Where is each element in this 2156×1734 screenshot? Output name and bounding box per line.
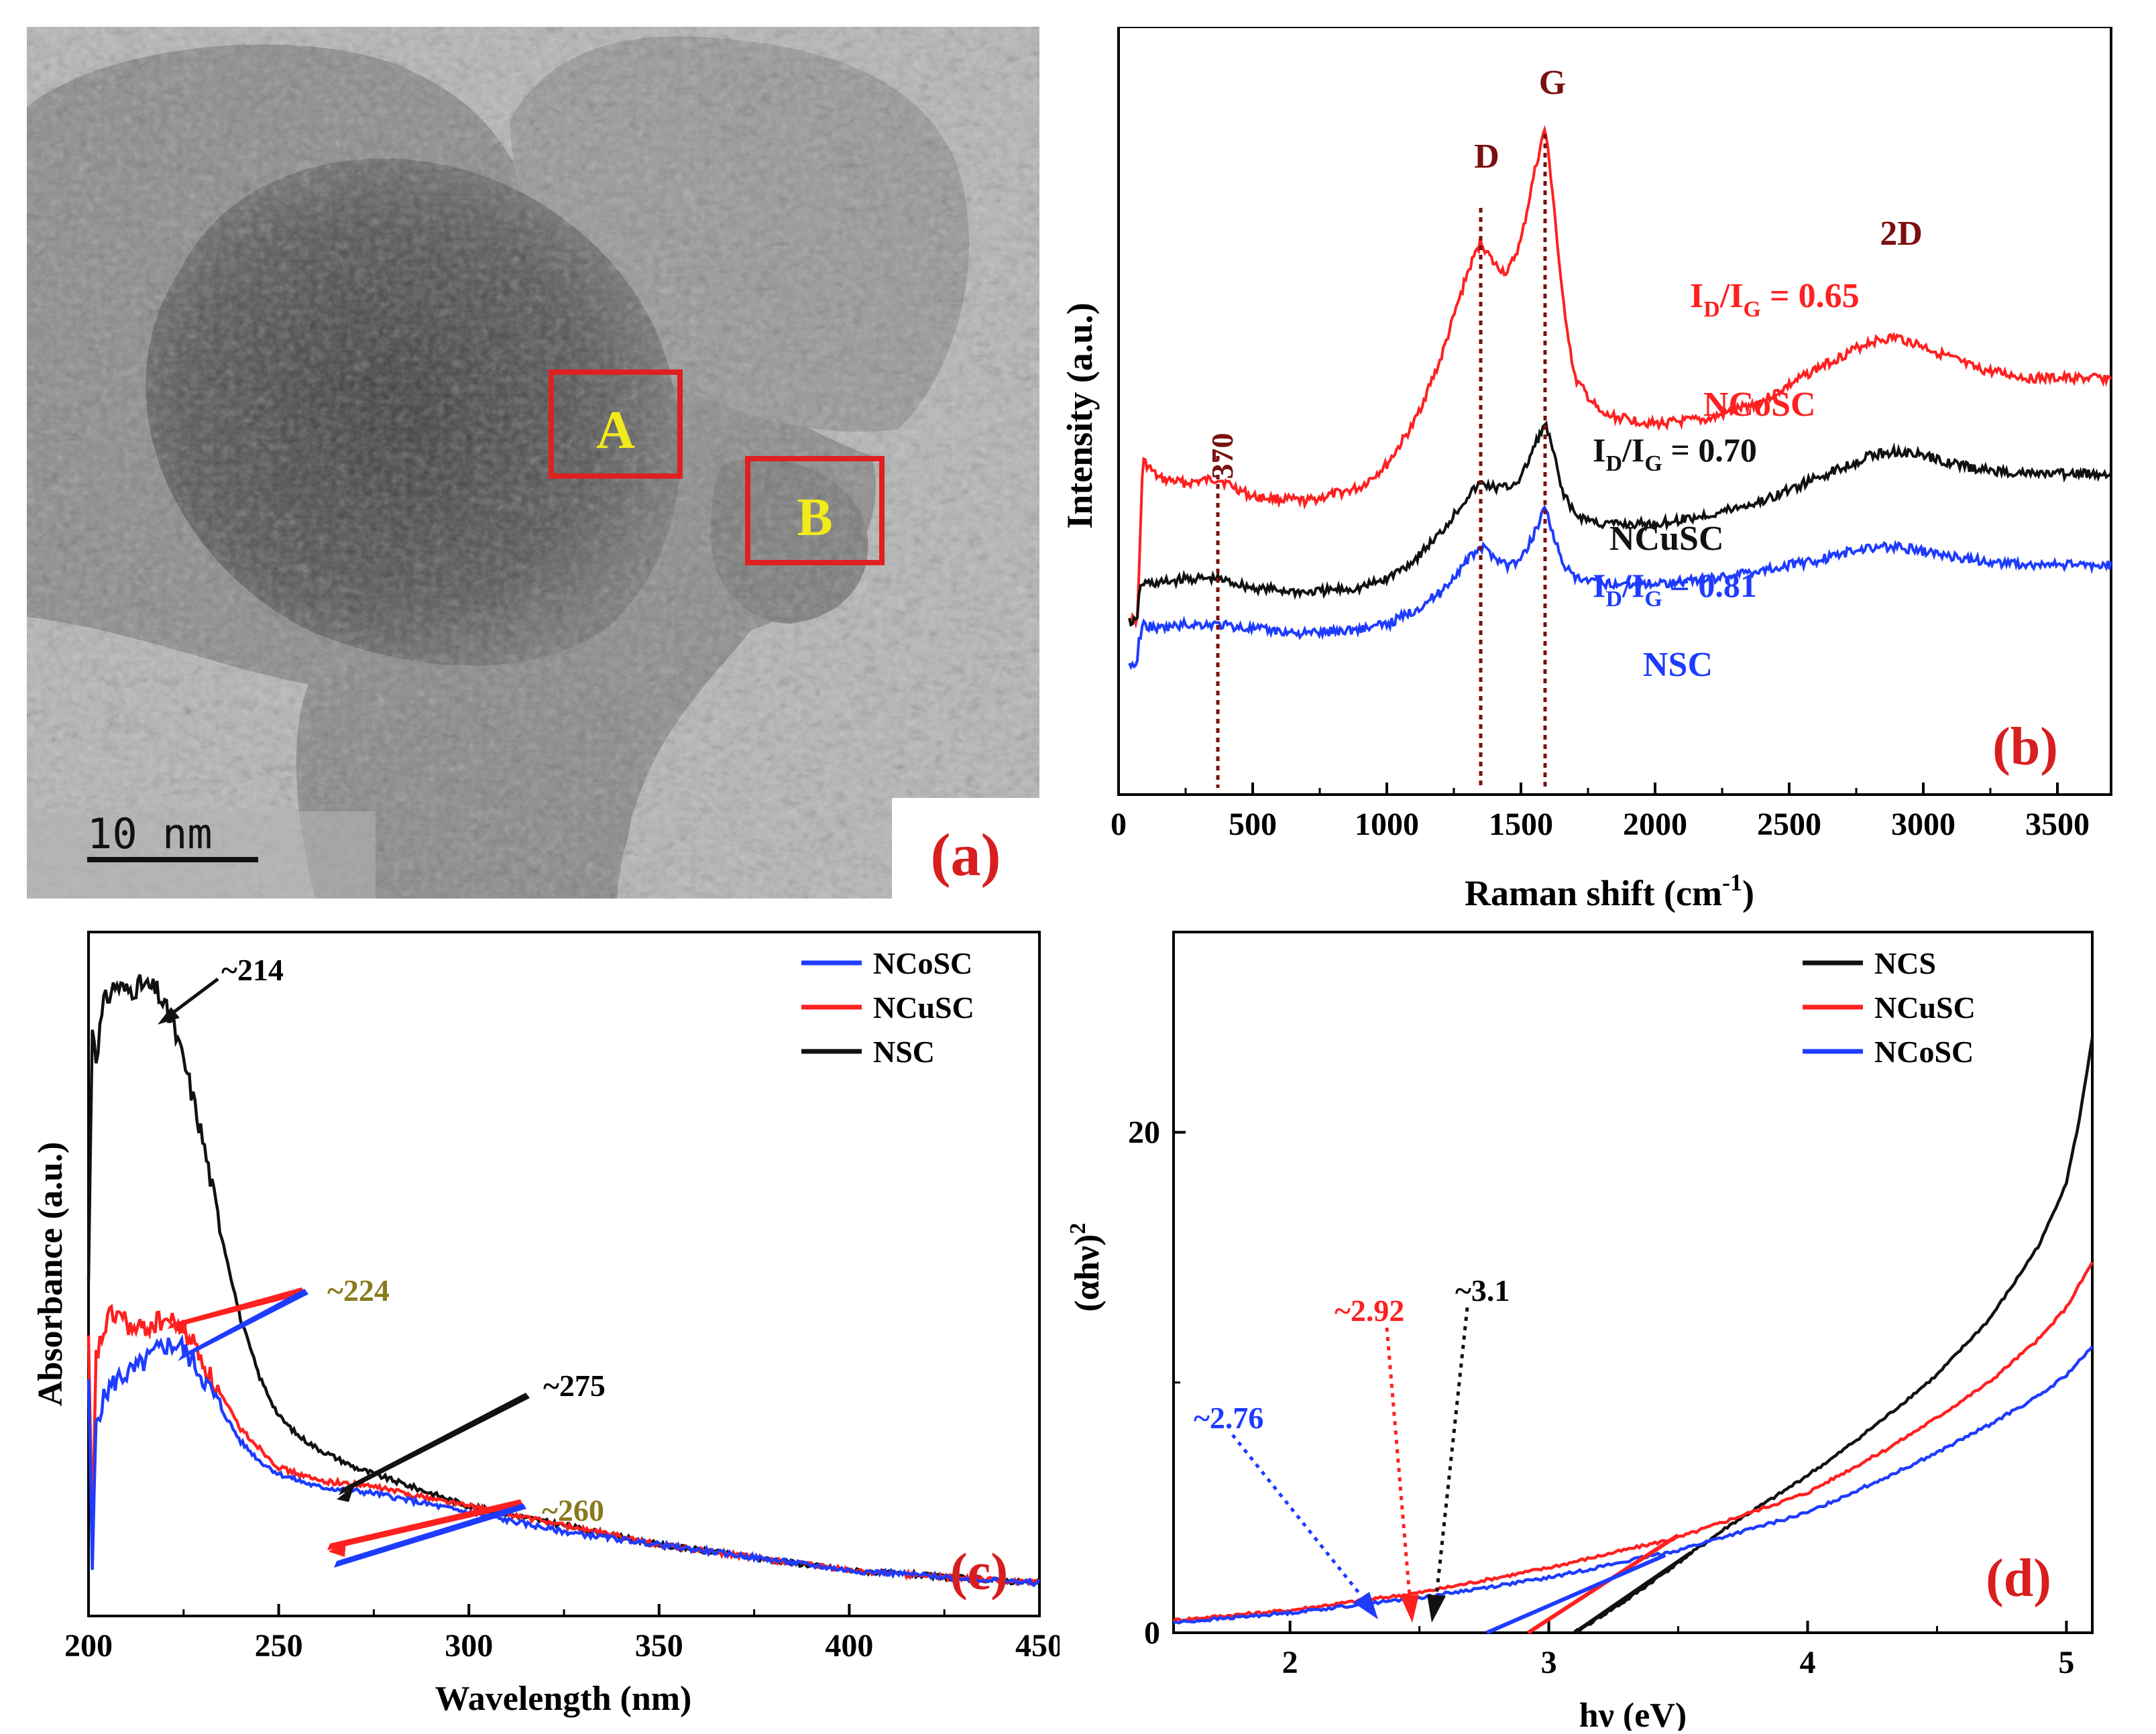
x-axis-label-d: hν (eV): [1579, 1696, 1687, 1731]
x-tick-label-c: 350: [635, 1628, 683, 1664]
annotation-275: ~275: [543, 1369, 606, 1403]
x-tick-label-c: 450: [1015, 1628, 1060, 1664]
x-tick-label-b: 2000: [1623, 807, 1687, 842]
region-box-a: [549, 369, 683, 479]
y-axis-label-c: Absorbance (a.u.): [32, 1142, 70, 1406]
peak-label-370: 370: [1205, 433, 1239, 479]
y-axis-label-b: Intensity (a.u.): [1060, 302, 1100, 529]
x-tick-label-b: 3500: [2025, 807, 2090, 842]
tem-image: 10 nm A B (a): [27, 27, 1039, 899]
tauc-series-ncosc: [1173, 1345, 2094, 1625]
bandgap-label-2-76: ~2.76: [1194, 1401, 1263, 1435]
ratio-ncusc: ID/IG = 0.70: [1593, 431, 1757, 476]
name-nsc: NSC: [1643, 646, 1713, 684]
x-tick-label-c: 400: [825, 1628, 873, 1664]
x-tick-label-c: 200: [64, 1628, 113, 1664]
region-label-a: A: [596, 401, 635, 460]
x-tick-label-b: 3000: [1891, 807, 1955, 842]
legend-item-ncs: NCS: [1874, 946, 1936, 980]
raman-series-ncosc: [1129, 125, 2112, 629]
y-tick-label-d: 20: [1128, 1115, 1160, 1151]
x-tick-label-d: 5: [2058, 1645, 2074, 1680]
panel-b: 0 500 1000 1500 2000 2500 3000 3500 Raman shift…: [1060, 25, 2156, 919]
absorbance-series-ncosc: [87, 1334, 1040, 1588]
absorbance-chart: 200 250 300 350 400 450 Wavelength (nm) Absor…: [32, 931, 1064, 1718]
annotation-260: ~260: [542, 1493, 604, 1527]
x-tick-label-b: 1000: [1355, 807, 1419, 842]
panel-label-b: (b): [1992, 717, 2058, 776]
plot-frame-b: [1117, 25, 2112, 796]
ratio-nsc: ID/IG = 0.81: [1593, 567, 1757, 612]
legend-item-ncusc: NCuSC: [873, 990, 974, 1025]
raman-series-nsc: [1128, 504, 2112, 671]
panel-label-c: (c): [950, 1542, 1009, 1601]
plot-frame-d: [1172, 931, 2094, 1634]
panel-label-a: (a): [931, 822, 1001, 888]
name-ncosc: NCoSC: [1703, 386, 1816, 424]
raman-series-ncusc: [1128, 420, 2112, 627]
tauc-fit-2: [1485, 1553, 1666, 1635]
annotation-arrows-c: [158, 978, 530, 1568]
panel-d: 2 3 4 5 0 20 hν (eV) (αhν)2 NCS NCuSC NCoSC ~…: [1060, 919, 2156, 1734]
y-tick-label-d: 0: [1144, 1615, 1160, 1651]
x-tick-label-c: 250: [255, 1628, 303, 1664]
bandgap-label-3-1: ~3.1: [1455, 1273, 1510, 1308]
region-box-b: [745, 456, 885, 565]
scale-bar-label: 10 nm: [87, 809, 213, 858]
annotation-224: ~224: [327, 1273, 390, 1308]
legend-d: NCS NCuSC NCoSC: [1803, 946, 1976, 1069]
x-axis-label-b: Raman shift (cm-1): [1465, 869, 1754, 913]
tauc-series-ncusc: [1172, 1261, 2094, 1623]
peak-label-2d: 2D: [1880, 215, 1923, 253]
x-axis-label-c: Wavelength (nm): [435, 1680, 692, 1718]
x-tick-label-d: 4: [1799, 1645, 1815, 1680]
legend-item-ncosc: NCoSC: [873, 946, 972, 980]
x-tick-label-b: 0: [1111, 807, 1127, 842]
x-tick-label-b: 1500: [1489, 807, 1553, 842]
x-tick-label-b: 2500: [1757, 807, 1821, 842]
x-tick-label-d: 2: [1282, 1645, 1298, 1680]
bandgap-arrows-d: [1231, 1307, 1469, 1623]
annotation-214: ~214: [221, 953, 284, 987]
peak-label-g: G: [1539, 64, 1566, 102]
legend-item-ncusc-d: NCuSC: [1874, 990, 1976, 1025]
y-axis-label-d: (αhν)2: [1066, 1223, 1107, 1312]
panel-label-d: (d): [1986, 1549, 2051, 1608]
panel-a: 10 nm A B (a): [27, 27, 1039, 899]
name-ncusc: NCuSC: [1609, 520, 1724, 558]
tauc-fit-0: [1573, 1551, 1693, 1635]
x-tick-label-d: 3: [1541, 1645, 1557, 1680]
x-tick-label-c: 300: [445, 1628, 493, 1664]
region-label-b: B: [797, 488, 832, 547]
raman-chart: 0 500 1000 1500 2000 2500 3000 3500 Raman shift…: [1060, 25, 2112, 913]
legend-c: NCoSC NCuSC NSC: [801, 946, 974, 1069]
ratio-ncosc: ID/IG = 0.65: [1690, 277, 1860, 322]
bandgap-label-2-92: ~2.92: [1335, 1293, 1404, 1328]
absorbance-series-ncusc: [87, 1304, 1039, 1586]
legend-item-nsc: NSC: [873, 1035, 935, 1069]
tauc-chart: 2 3 4 5 0 20 hν (eV) (αhν)2 NCS NCuSC NCoSC ~…: [1066, 931, 2094, 1734]
panel-c: 200 250 300 350 400 450 Wavelength (nm) Absor…: [27, 919, 1064, 1731]
x-tick-label-b: 500: [1229, 807, 1277, 842]
legend-item-ncosc-d: NCoSC: [1874, 1035, 1974, 1069]
peak-label-d: D: [1474, 137, 1499, 176]
